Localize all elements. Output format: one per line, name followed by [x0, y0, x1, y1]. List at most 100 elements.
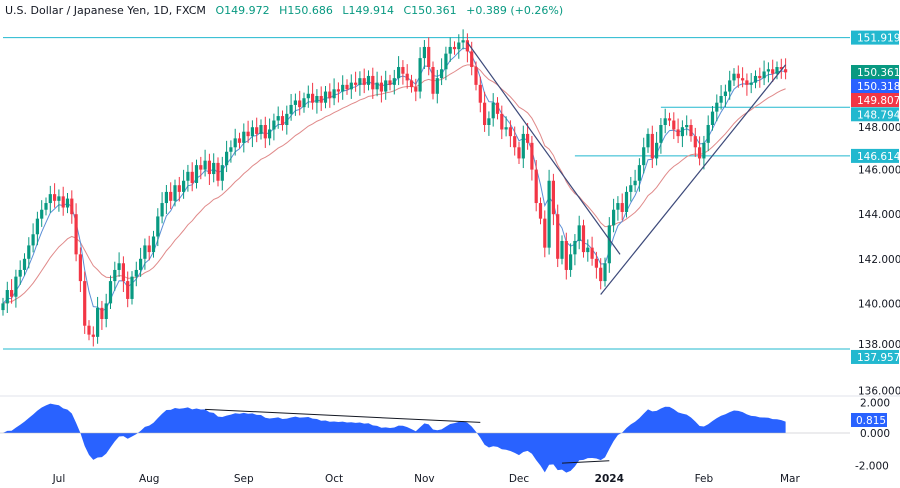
candle [40, 200, 44, 227]
candle-body [676, 129, 680, 137]
candle [366, 70, 371, 91]
candle [749, 73, 753, 94]
x-tick-label: 2024 [595, 473, 624, 485]
candle [534, 160, 538, 212]
candle-body [293, 100, 297, 105]
x-tick-label: Aug [139, 473, 160, 485]
candle-body [495, 102, 500, 114]
candle-body [775, 67, 779, 74]
price-tag-label: 150.361 [857, 67, 900, 79]
trendline [466, 42, 621, 255]
candle-body [719, 96, 723, 103]
candle-body [362, 78, 366, 85]
candle-body [405, 73, 409, 81]
candle [117, 252, 121, 277]
candle-body [418, 58, 422, 92]
candle-body [599, 267, 603, 282]
candle-body [483, 102, 487, 125]
candle-body [268, 129, 272, 139]
candle [302, 92, 306, 113]
candle [212, 153, 216, 183]
candle-body [569, 254, 573, 270]
candle-body [108, 281, 113, 304]
candle-body [336, 89, 340, 92]
x-tick-label: Mar [780, 473, 800, 485]
candle [169, 182, 173, 210]
candle-body [470, 51, 474, 68]
candle-body [753, 75, 758, 83]
price-tag-label: 150.318 [857, 81, 900, 93]
candle-body [151, 236, 156, 253]
candle [160, 192, 164, 224]
candle [461, 29, 465, 50]
candle [452, 41, 457, 55]
oscillator-trendline [205, 408, 481, 423]
candle-body [328, 91, 332, 99]
candle-body [341, 84, 345, 92]
candle [457, 34, 461, 59]
candle [22, 253, 27, 276]
y-tick-label: 148.000 [858, 122, 900, 134]
candle-body [207, 160, 211, 175]
candle-body [203, 160, 207, 170]
candle-body [70, 198, 74, 215]
candle-body [685, 125, 689, 128]
candle-body [27, 245, 31, 259]
candle [397, 56, 401, 86]
candle-body [134, 269, 138, 277]
candle-body [160, 203, 164, 217]
candle-body [48, 194, 52, 204]
candle [470, 41, 474, 76]
candle [650, 125, 654, 169]
candle-body [44, 203, 48, 210]
candle [586, 239, 590, 262]
candle [719, 85, 723, 110]
candle-body [250, 127, 254, 137]
candle [362, 68, 366, 94]
candle [306, 85, 310, 108]
candle-body [104, 303, 108, 320]
candle [409, 74, 414, 93]
candle [139, 247, 143, 277]
candle-body [263, 125, 267, 139]
candle [255, 117, 259, 143]
candle-body [732, 73, 736, 81]
candle [250, 120, 254, 148]
candle [513, 126, 517, 156]
candle-body [745, 80, 749, 85]
candle-body [693, 136, 697, 148]
candle [199, 156, 203, 180]
candle [736, 65, 740, 88]
price-tag [851, 93, 899, 107]
candle-body [594, 258, 598, 268]
y-tick-label: 146.000 [858, 165, 900, 177]
candle [758, 67, 762, 88]
candle [203, 149, 207, 177]
candle [345, 79, 349, 95]
candle-body [435, 78, 439, 94]
candle [474, 61, 478, 91]
candle [448, 37, 452, 62]
candle [676, 118, 680, 144]
candle [620, 193, 624, 221]
candle [354, 71, 358, 92]
candle [745, 73, 749, 96]
candle [272, 113, 276, 141]
candle-body [147, 245, 151, 253]
candle-body [749, 82, 753, 85]
candle [487, 111, 491, 136]
candle [702, 135, 706, 170]
candle [143, 238, 147, 270]
candle [521, 125, 525, 169]
candle-body [723, 91, 727, 97]
candle [78, 247, 82, 293]
candle-body [577, 225, 581, 241]
candle [388, 74, 392, 91]
candle [753, 70, 758, 89]
candle [104, 293, 108, 328]
candle-body [225, 151, 229, 166]
candle-body [156, 216, 160, 237]
level-price-label: 148.794 [857, 109, 900, 121]
candle [207, 153, 211, 185]
